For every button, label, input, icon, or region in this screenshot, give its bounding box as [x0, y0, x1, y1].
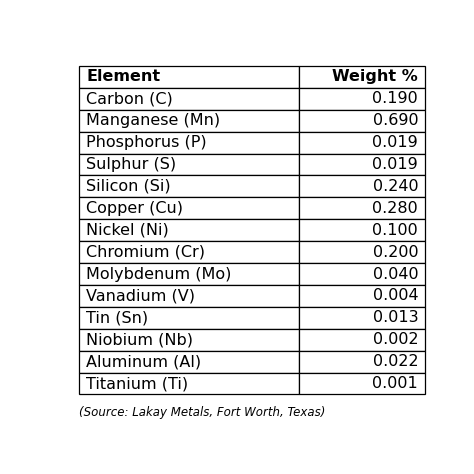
Text: 0.022: 0.022: [373, 354, 418, 369]
Bar: [299, 241, 425, 263]
Bar: [299, 88, 425, 110]
Text: 0.240: 0.240: [373, 179, 418, 194]
Text: Carbon (C): Carbon (C): [86, 91, 173, 106]
Bar: [80, 175, 299, 197]
Text: (Source: Lakay Metals, Fort Worth, Texas): (Source: Lakay Metals, Fort Worth, Texas…: [80, 406, 326, 419]
Bar: [299, 132, 425, 154]
Bar: [80, 219, 299, 241]
Text: 0.013: 0.013: [373, 310, 418, 325]
Text: 0.019: 0.019: [373, 157, 418, 172]
Text: Molybdenum (Mo): Molybdenum (Mo): [86, 266, 231, 282]
Bar: [80, 263, 299, 285]
Bar: [80, 88, 299, 110]
Bar: [299, 307, 425, 329]
Bar: [80, 307, 299, 329]
Text: 0.280: 0.280: [373, 201, 418, 216]
Bar: [299, 263, 425, 285]
Bar: [80, 329, 299, 351]
Bar: [299, 175, 425, 197]
Bar: [299, 66, 425, 88]
Text: 0.690: 0.690: [373, 113, 418, 128]
Text: 0.019: 0.019: [373, 135, 418, 150]
Text: 0.190: 0.190: [373, 91, 418, 106]
Text: Silicon (Si): Silicon (Si): [86, 179, 171, 194]
Bar: [299, 219, 425, 241]
Bar: [299, 373, 425, 394]
Text: 0.100: 0.100: [373, 223, 418, 238]
Bar: [299, 351, 425, 373]
Bar: [80, 154, 299, 175]
Text: Copper (Cu): Copper (Cu): [86, 201, 183, 216]
Text: Nickel (Ni): Nickel (Ni): [86, 223, 169, 238]
Bar: [299, 329, 425, 351]
Bar: [299, 285, 425, 307]
Text: 0.200: 0.200: [373, 245, 418, 260]
Text: Aluminum (Al): Aluminum (Al): [86, 354, 201, 369]
Text: 0.040: 0.040: [373, 266, 418, 282]
Bar: [80, 110, 299, 132]
Text: Tin (Sn): Tin (Sn): [86, 310, 148, 325]
Text: 0.002: 0.002: [373, 332, 418, 347]
Text: Phosphorus (P): Phosphorus (P): [86, 135, 207, 150]
Bar: [299, 197, 425, 219]
Bar: [299, 154, 425, 175]
Text: 0.004: 0.004: [373, 289, 418, 303]
Bar: [80, 241, 299, 263]
Bar: [299, 110, 425, 132]
Bar: [80, 351, 299, 373]
Text: Chromium (Cr): Chromium (Cr): [86, 245, 205, 260]
Text: Vanadium (V): Vanadium (V): [86, 289, 195, 303]
Bar: [80, 285, 299, 307]
Text: Sulphur (S): Sulphur (S): [86, 157, 176, 172]
Text: Element: Element: [86, 70, 160, 84]
Bar: [80, 197, 299, 219]
Bar: [80, 132, 299, 154]
Text: 0.001: 0.001: [373, 376, 418, 391]
Bar: [80, 66, 299, 88]
Text: Niobium (Nb): Niobium (Nb): [86, 332, 193, 347]
Text: Weight %: Weight %: [332, 70, 418, 84]
Text: Titanium (Ti): Titanium (Ti): [86, 376, 188, 391]
Text: Manganese (Mn): Manganese (Mn): [86, 113, 220, 128]
Bar: [80, 373, 299, 394]
